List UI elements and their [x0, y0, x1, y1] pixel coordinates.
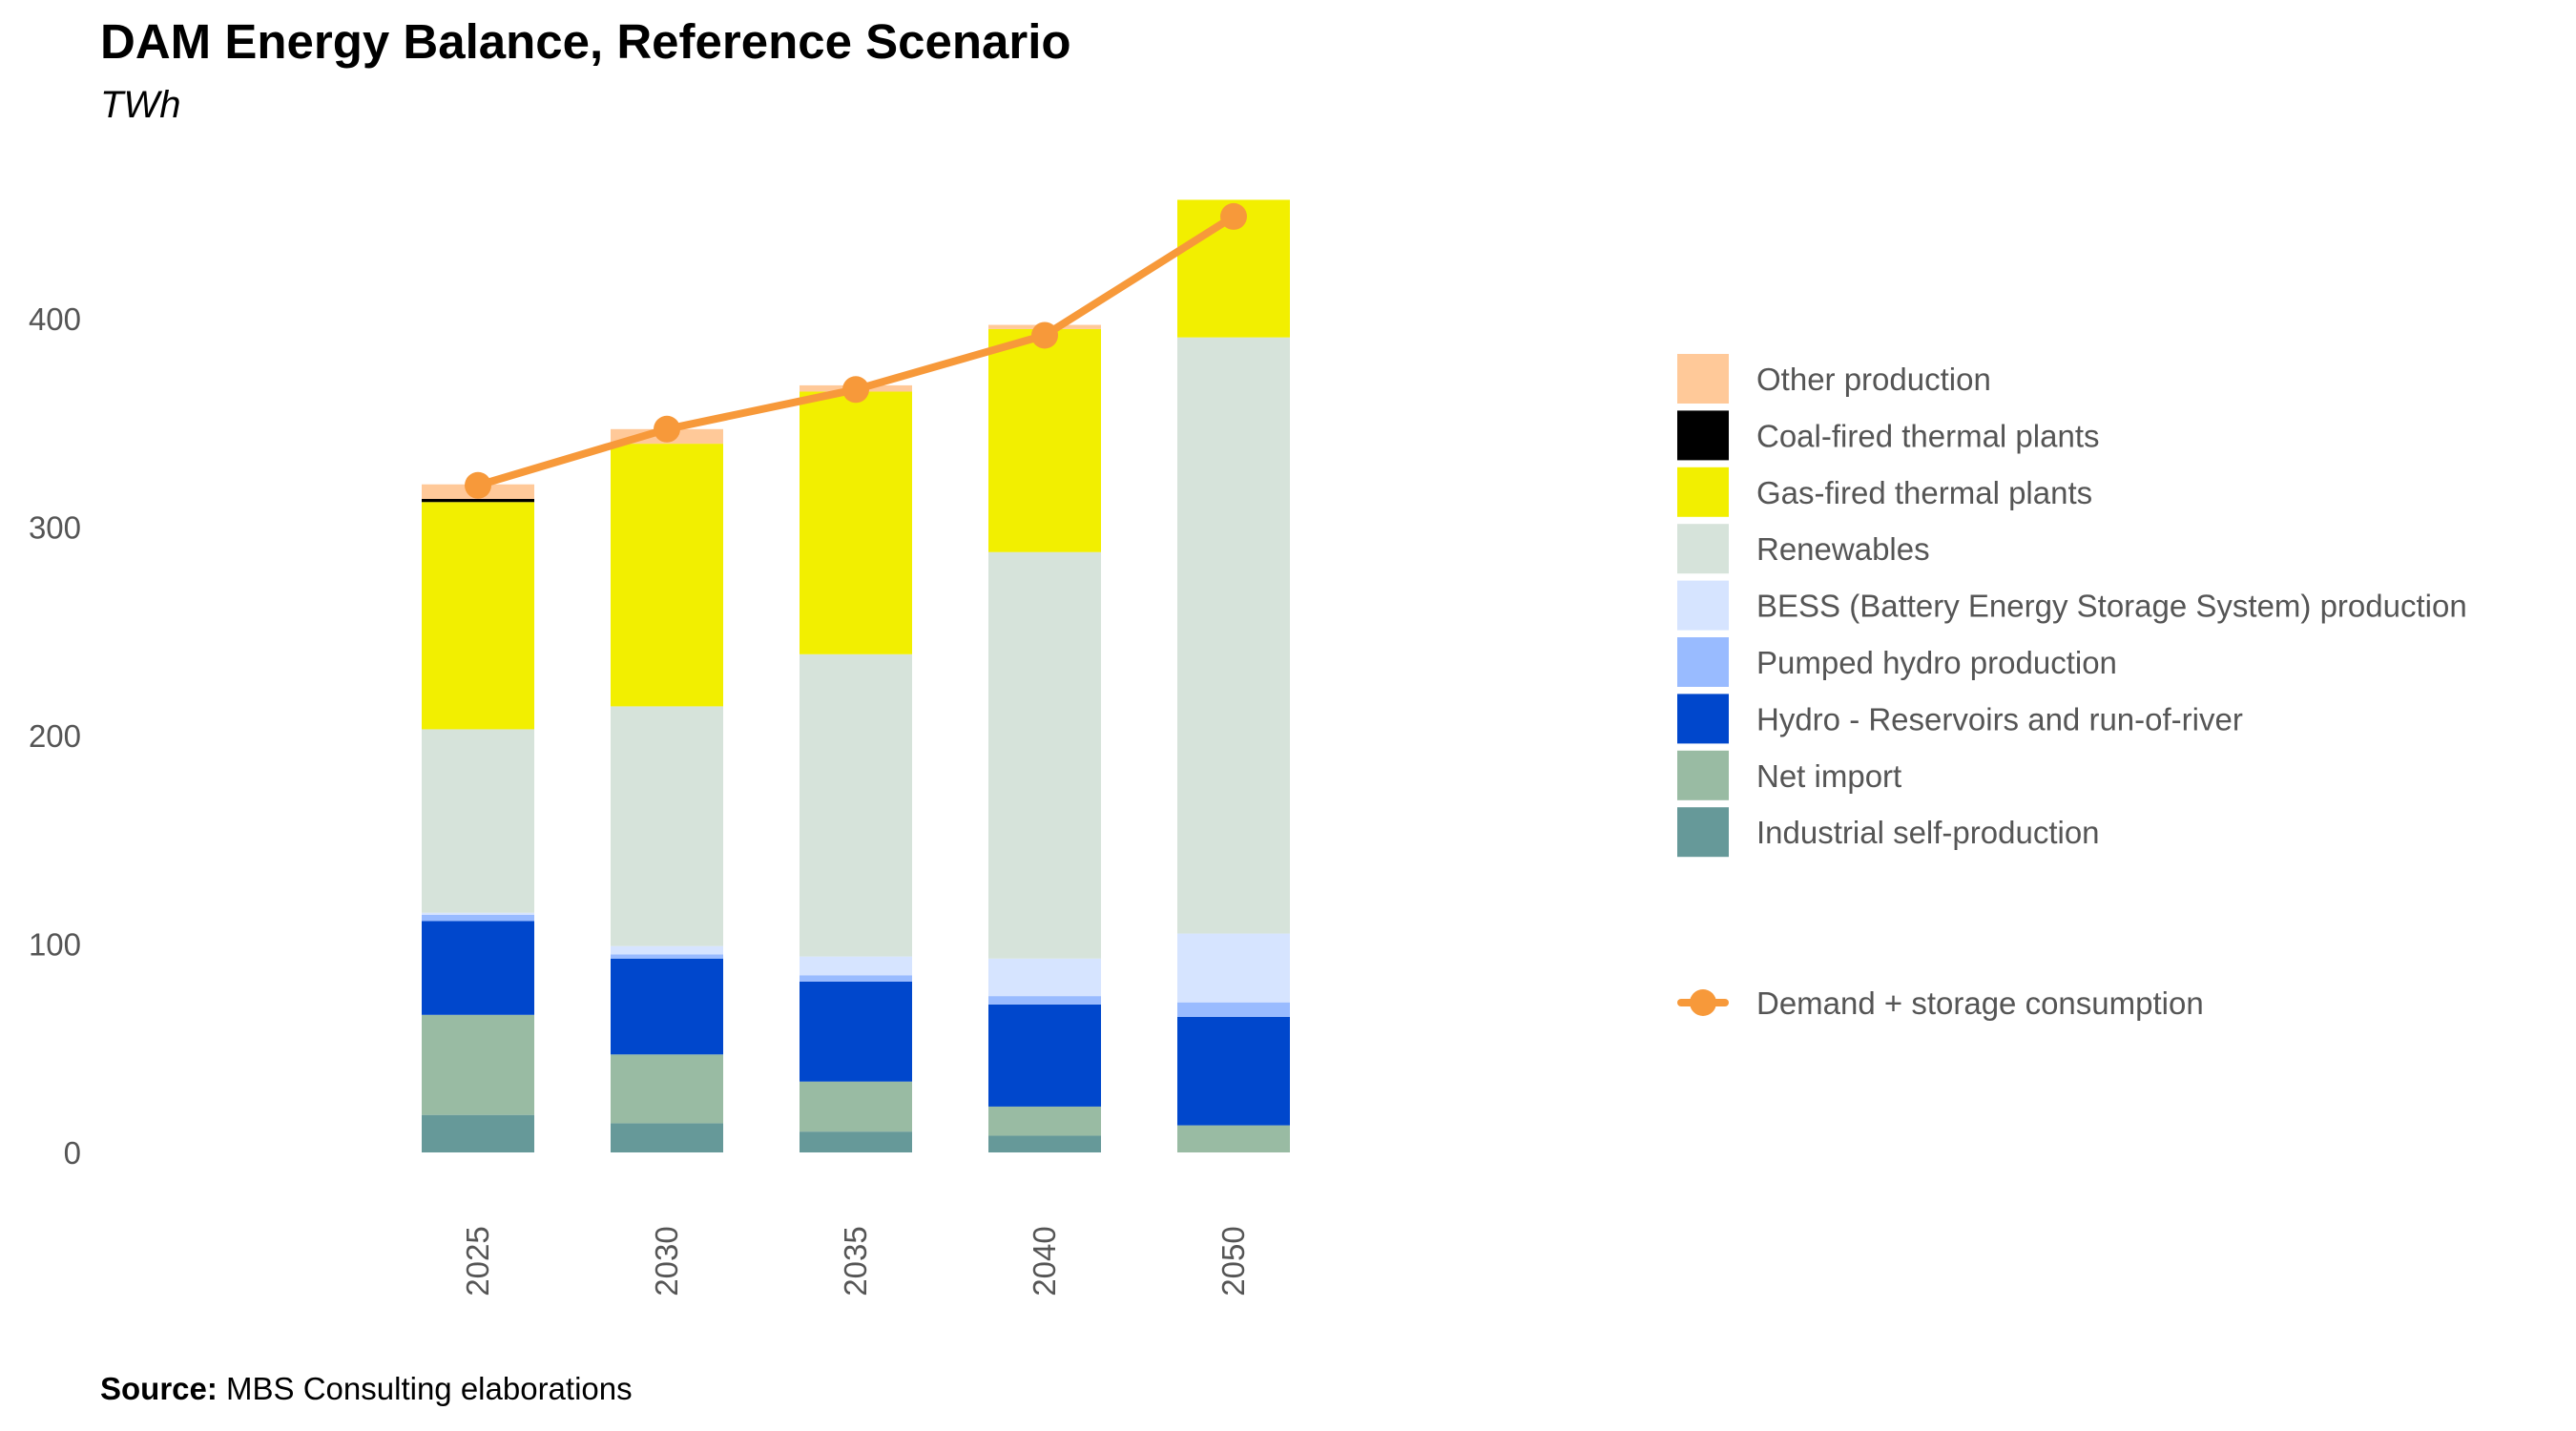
x-tick-label: 2030	[649, 1226, 684, 1296]
legend-label: Coal-fired thermal plants	[1756, 418, 2100, 453]
legend-swatch	[1677, 467, 1729, 517]
y-tick-label: 0	[64, 1135, 81, 1171]
bar-segment	[422, 1014, 534, 1115]
bar-segment	[1177, 933, 1290, 1003]
bar-segment	[611, 444, 723, 707]
legend-label: Demand + storage consumption	[1756, 985, 2204, 1021]
bar-segment	[988, 1135, 1101, 1152]
bar-segment	[611, 1054, 723, 1124]
bar-segment	[800, 981, 912, 1082]
demand-point	[654, 415, 680, 443]
legend-label: Renewables	[1756, 531, 1930, 567]
legend-label: Hydro - Reservoirs and run-of-river	[1756, 701, 2243, 736]
source-note: Source: MBS Consulting elaborations	[100, 1371, 633, 1407]
bar-segment	[1177, 1016, 1290, 1126]
source-label: Source:	[100, 1371, 218, 1406]
legend-swatch	[1677, 354, 1729, 404]
bar-segment	[422, 499, 534, 503]
legend-line-marker	[1690, 989, 1716, 1016]
bar-segment	[800, 1131, 912, 1152]
demand-line	[465, 202, 1247, 499]
x-tick-label: 2040	[1027, 1226, 1062, 1296]
legend-swatch	[1677, 694, 1729, 744]
chart-title: DAM Energy Balance, Reference Scenario	[100, 14, 1071, 69]
bar-segment	[800, 653, 912, 957]
bar-segment	[988, 328, 1101, 552]
bar-segment	[422, 912, 534, 915]
bar-segment	[988, 1004, 1101, 1107]
legend-swatch	[1677, 524, 1729, 574]
bar-segment	[800, 391, 912, 654]
bar-segment	[422, 914, 534, 922]
legend: Other production Coal-fired thermal plant…	[1677, 354, 2467, 1021]
bar-segment	[611, 706, 723, 946]
bar-segment	[422, 1114, 534, 1152]
bar-segment	[422, 729, 534, 913]
x-tick-label: 2025	[460, 1226, 495, 1296]
y-tick-label: 200	[29, 718, 81, 754]
bar-segment	[422, 502, 534, 730]
y-tick-label: 100	[29, 927, 81, 963]
bar-segment	[800, 975, 912, 982]
y-axis: 0 100 200 300 400	[29, 301, 81, 1171]
x-tick-label: 2035	[838, 1226, 873, 1296]
bar-segment	[1177, 337, 1290, 934]
bar-segment	[611, 954, 723, 959]
legend-label: Net import	[1756, 758, 1901, 794]
demand-point	[465, 471, 491, 499]
bar-segment	[988, 1106, 1101, 1136]
legend-swatch	[1677, 807, 1729, 858]
bar-segment	[988, 996, 1101, 1005]
legend-label: Industrial self-production	[1756, 815, 2100, 850]
legend-swatch	[1677, 750, 1729, 800]
bar-segment	[422, 921, 534, 1015]
bar-segment	[800, 956, 912, 976]
bars	[422, 199, 1290, 1152]
legend-label: Pumped hydro production	[1756, 645, 2117, 680]
bar-segment	[988, 551, 1101, 959]
bar-segment	[800, 1081, 912, 1132]
legend-label: Other production	[1756, 362, 1991, 397]
demand-point	[842, 376, 869, 404]
demand-point	[1031, 321, 1058, 349]
legend-label: Gas-fired thermal plants	[1756, 475, 2092, 510]
bar-segment	[1177, 1125, 1290, 1152]
legend-label: BESS (Battery Energy Storage System) pro…	[1756, 589, 2467, 624]
x-axis: 2025 2030 2035 2040 2050	[460, 1226, 1251, 1296]
y-tick-label: 300	[29, 510, 81, 546]
bar-segment	[988, 958, 1101, 997]
bar-segment	[1177, 1002, 1290, 1017]
legend-swatch	[1677, 410, 1729, 461]
chart-subtitle: TWh	[100, 84, 181, 126]
demand-point	[1220, 202, 1247, 230]
y-tick-label: 400	[29, 301, 81, 337]
bar-segment	[611, 958, 723, 1055]
legend-swatch	[1677, 637, 1729, 687]
source-text: MBS Consulting elaborations	[226, 1371, 633, 1406]
bar-segment	[611, 1123, 723, 1152]
bar-segment	[611, 945, 723, 955]
legend-swatch	[1677, 580, 1729, 631]
x-tick-label: 2050	[1215, 1226, 1251, 1296]
